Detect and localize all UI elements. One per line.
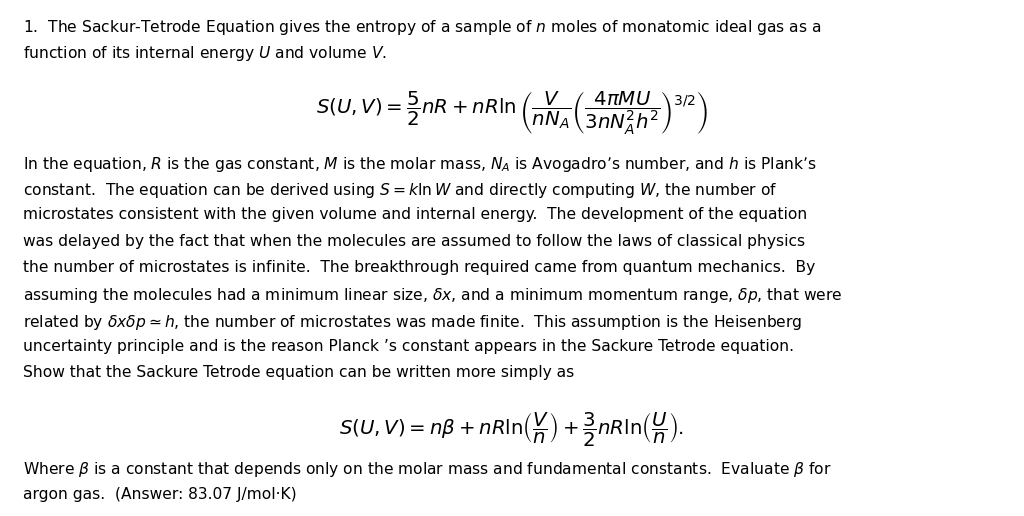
- Text: argon gas.  (Answer: 83.07 J/mol·K): argon gas. (Answer: 83.07 J/mol·K): [23, 487, 296, 502]
- Text: $S(U,V) = n\beta + nR\ln\!\left(\dfrac{V}{n}\right) + \dfrac{3}{2}nR\ln\!\left(\: $S(U,V) = n\beta + nR\ln\!\left(\dfrac{V…: [340, 411, 684, 449]
- Text: assuming the molecules had a minimum linear size, $\delta x$, and a minimum mome: assuming the molecules had a minimum lin…: [23, 286, 842, 305]
- Text: uncertainty principle and is the reason Planck ’s constant appears in the Sackur: uncertainty principle and is the reason …: [23, 339, 794, 354]
- Text: Show that the Sackure Tetrode equation can be written more simply as: Show that the Sackure Tetrode equation c…: [23, 365, 573, 380]
- Text: $S(U,V) = \dfrac{5}{2}nR + nR\ln\left(\dfrac{V}{nN_A}\left(\dfrac{4\pi MU}{3nN_A: $S(U,V) = \dfrac{5}{2}nR + nR\ln\left(\d…: [316, 90, 708, 137]
- Text: microstates consistent with the given volume and internal energy.  The developme: microstates consistent with the given vo…: [23, 207, 807, 222]
- Text: 1.  The Sackur-Tetrode Equation gives the entropy of a sample of $n$ moles of mo: 1. The Sackur-Tetrode Equation gives the…: [23, 18, 821, 37]
- Text: was delayed by the fact that when the molecules are assumed to follow the laws o: was delayed by the fact that when the mo…: [23, 234, 805, 249]
- Text: Where $\beta$ is a constant that depends only on the molar mass and fundamental : Where $\beta$ is a constant that depends…: [23, 460, 831, 479]
- Text: function of its internal energy $U$ and volume $V$.: function of its internal energy $U$ and …: [23, 44, 386, 63]
- Text: constant.  The equation can be derived using $S = k\ln W$ and directly computing: constant. The equation can be derived us…: [23, 181, 777, 200]
- Text: In the equation, $R$ is the gas constant, $M$ is the molar mass, $N_A$ is Avogad: In the equation, $R$ is the gas constant…: [23, 155, 816, 174]
- Text: related by $\delta x\delta p \simeq h$, the number of microstates was made finit: related by $\delta x\delta p \simeq h$, …: [23, 313, 802, 332]
- Text: the number of microstates is infinite.  The breakthrough required came from quan: the number of microstates is infinite. T…: [23, 260, 815, 275]
